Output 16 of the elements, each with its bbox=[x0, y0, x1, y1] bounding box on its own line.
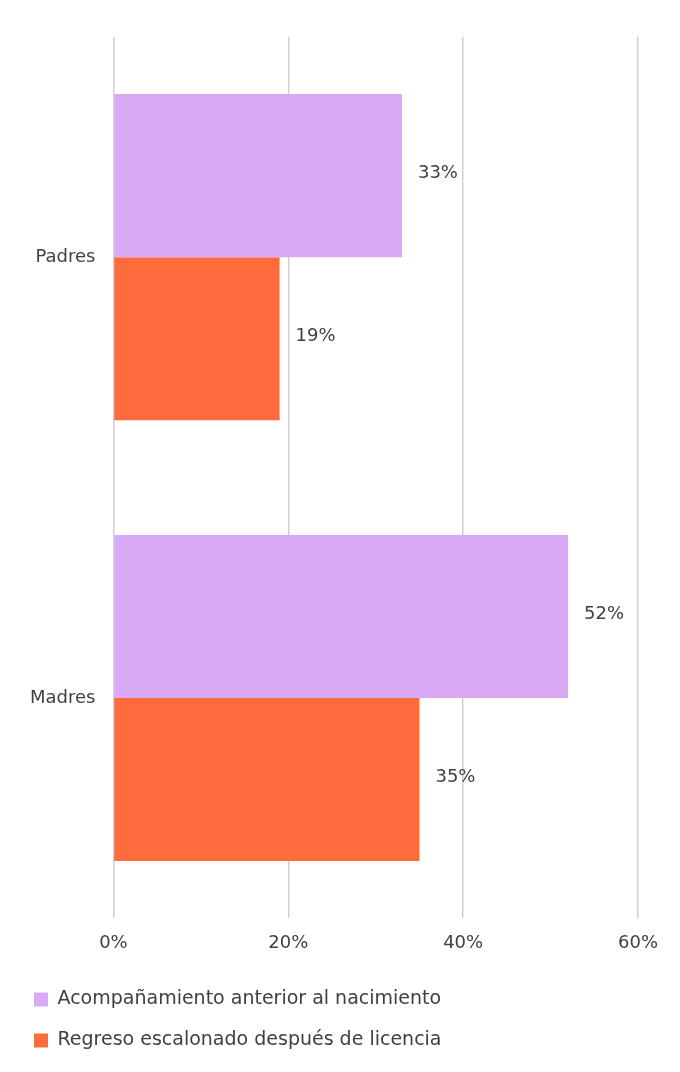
legend-label: Regreso escalonado después de licencia bbox=[57, 1027, 442, 1050]
data-label: 33% bbox=[417, 161, 458, 183]
y-tick-label: Padres bbox=[35, 244, 96, 266]
x-tick-label: 40% bbox=[443, 930, 484, 952]
y-tick-label: Madres bbox=[29, 685, 96, 707]
x-tick-label: 60% bbox=[617, 930, 658, 952]
bar bbox=[114, 257, 280, 421]
bar bbox=[114, 94, 402, 258]
bar bbox=[114, 534, 569, 698]
bar bbox=[114, 698, 420, 862]
legend-label: Acompañamiento anterior al nacimiento bbox=[57, 986, 442, 1009]
x-tick-label: 0% bbox=[99, 930, 128, 952]
x-tick-label: 20% bbox=[268, 930, 309, 952]
data-label: 52% bbox=[584, 602, 625, 624]
data-label: 19% bbox=[295, 324, 336, 346]
data-label: 35% bbox=[435, 765, 476, 787]
